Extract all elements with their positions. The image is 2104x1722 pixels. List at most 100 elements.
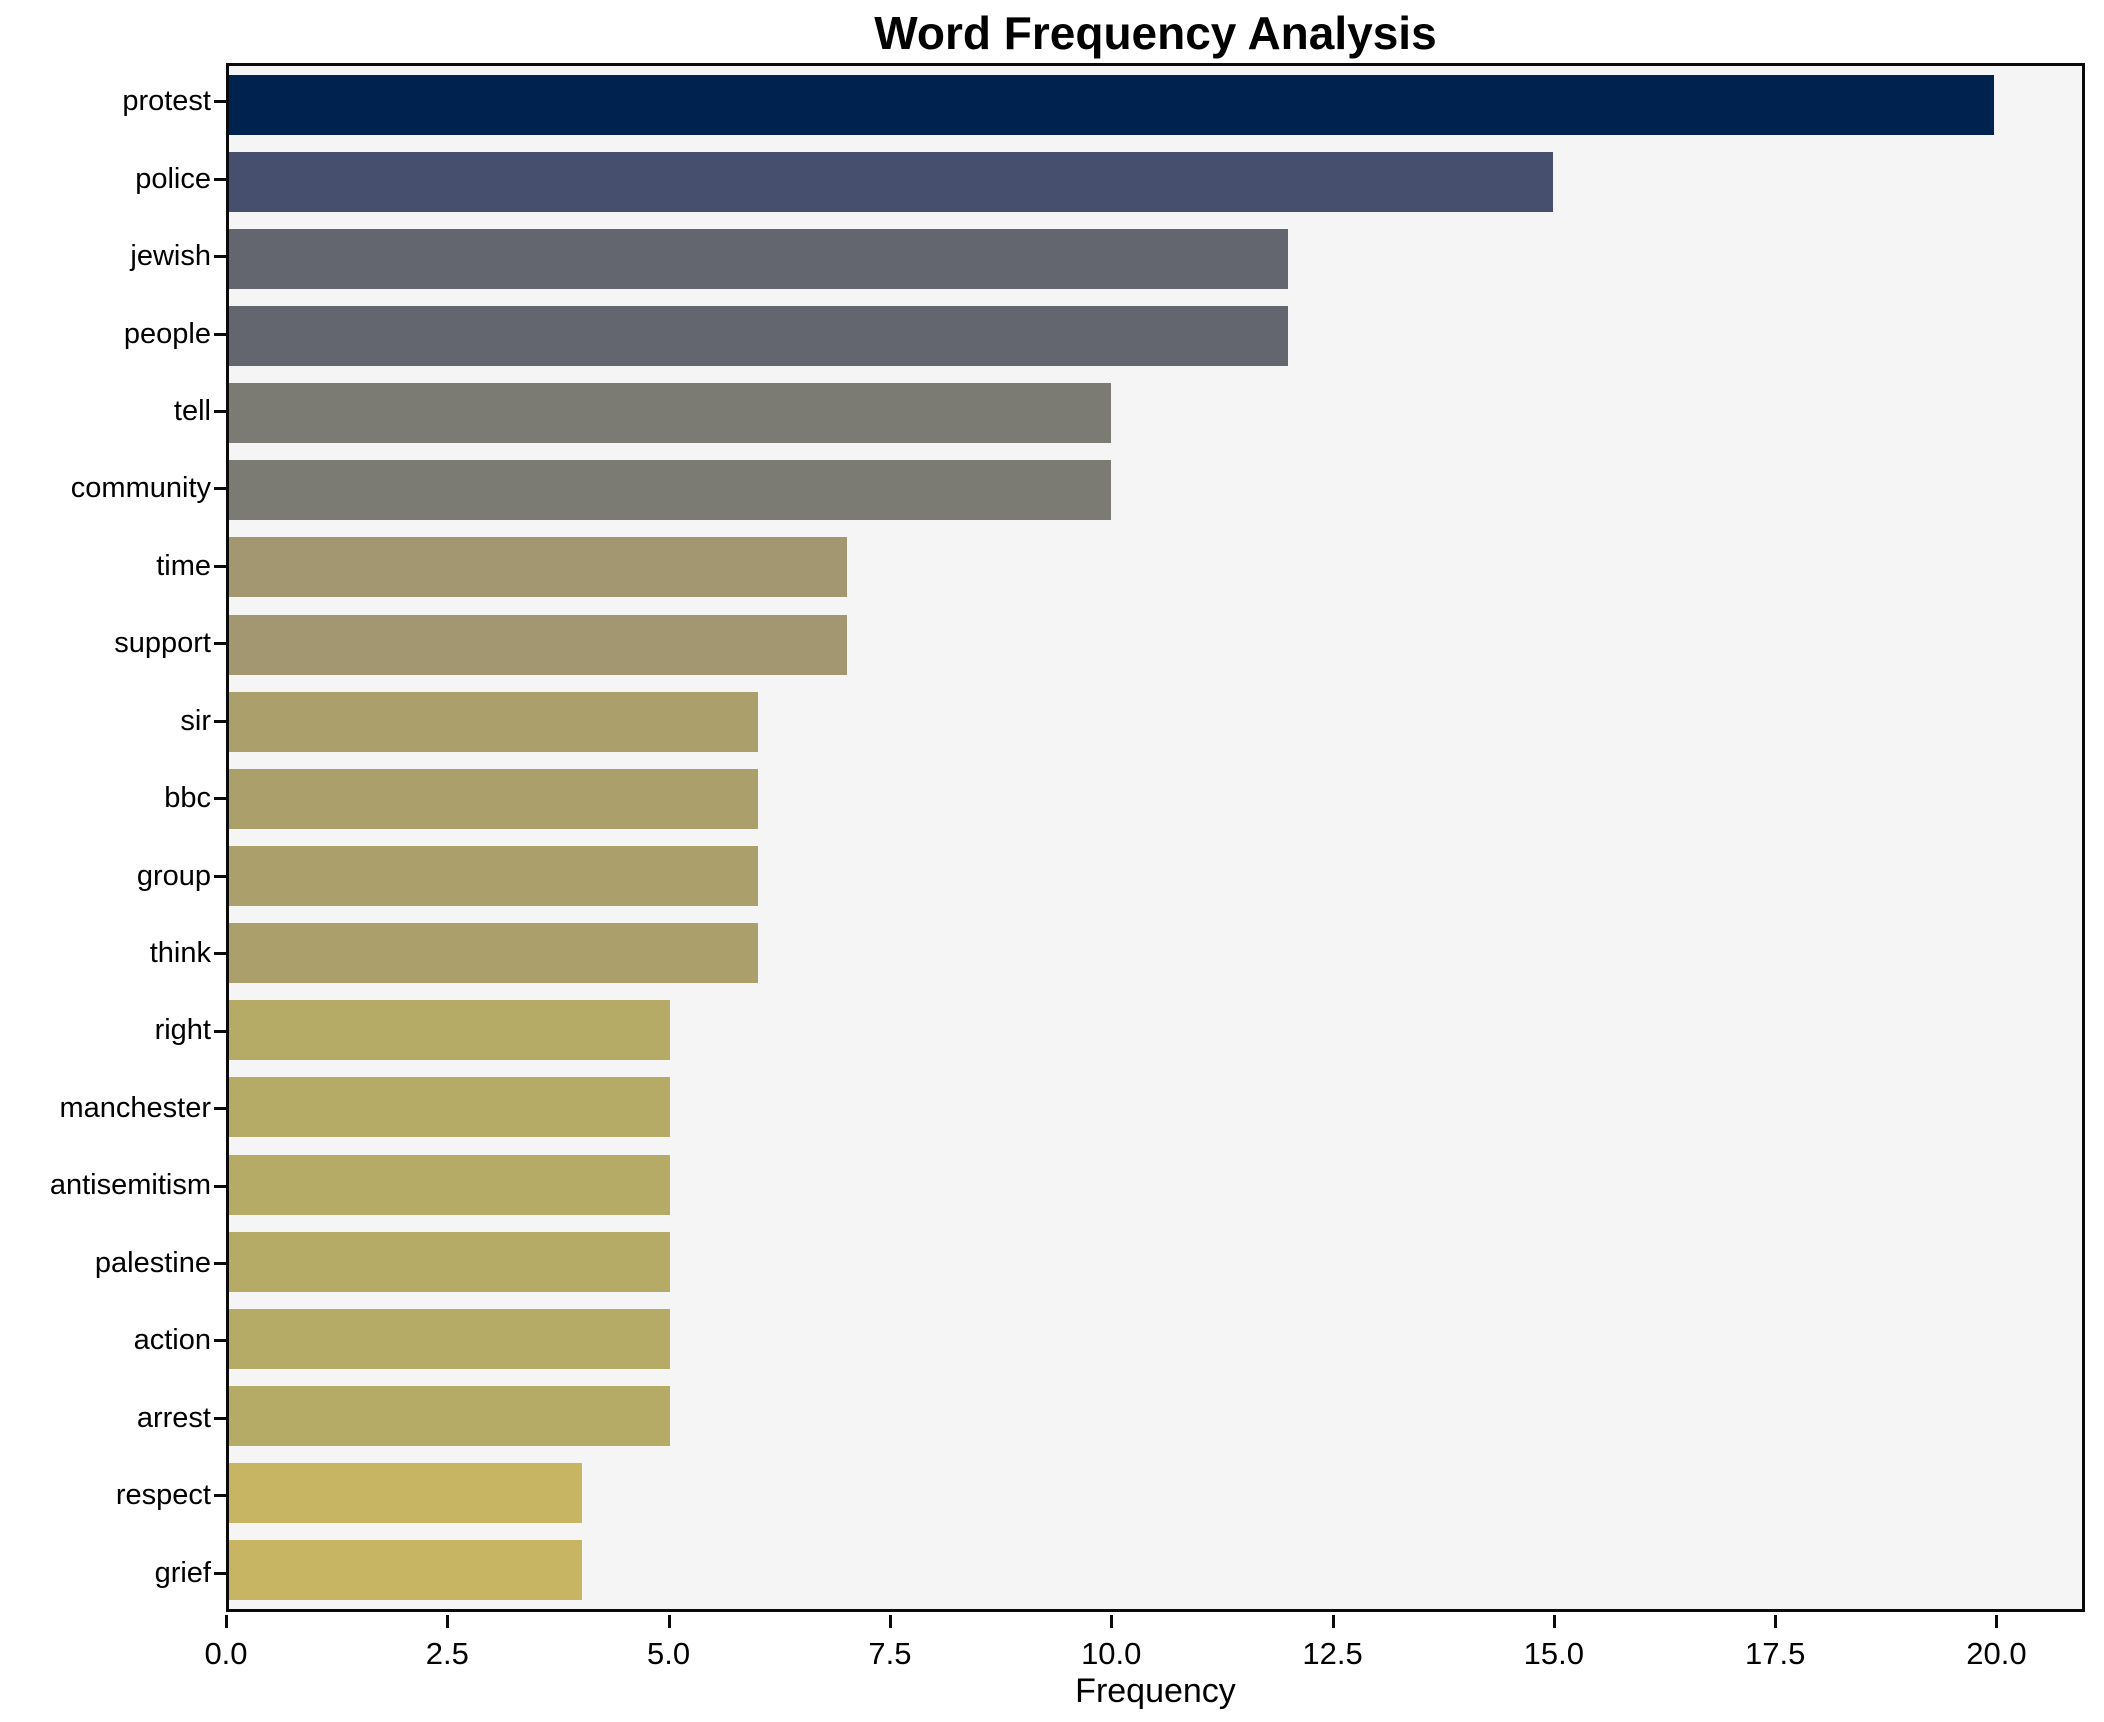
- bar-protest: [229, 74, 1994, 135]
- bar-time: [229, 537, 847, 598]
- bar-grief: [229, 1540, 582, 1601]
- y-tick-mark: [214, 1571, 226, 1575]
- x-tick-label-2.5: 2.5: [425, 1636, 469, 1671]
- bar-police: [229, 151, 1553, 212]
- y-tick-mark: [214, 719, 226, 723]
- bar-palestine: [229, 1231, 671, 1292]
- y-tick-mark: [214, 332, 226, 336]
- y-tick-label-right: right: [154, 1014, 211, 1047]
- y-tick-mark: [214, 1416, 226, 1420]
- y-tick-mark: [214, 1494, 226, 1498]
- x-tick-label-17.5: 17.5: [1744, 1636, 1806, 1671]
- bar-row: [229, 1385, 2082, 1446]
- bar-row: [229, 845, 2082, 906]
- x-axis: 0.0 2.5 5.0 7.5 10.0 12.5 15.0 17.5 20.0: [204, 1612, 2085, 1692]
- bar-bbc: [229, 768, 759, 829]
- x-tick-label-12.5: 12.5: [1302, 1636, 1363, 1671]
- bar-antisemitism: [229, 1154, 671, 1215]
- y-tick-mark: [214, 1107, 226, 1111]
- x-tick-mark: [1331, 1615, 1335, 1628]
- x-tick-mark: [1774, 1615, 1778, 1628]
- y-tick-mark: [214, 410, 226, 414]
- y-tick-mark: [214, 1029, 226, 1033]
- x-tick-label-0.0: 0.0: [204, 1636, 248, 1671]
- bar-row: [229, 383, 2082, 444]
- y-tick-label-respect: respect: [115, 1479, 211, 1512]
- y-tick-label-tell: tell: [173, 394, 211, 427]
- bar-jewish: [229, 228, 1288, 289]
- x-tick-mark: [667, 1615, 671, 1628]
- x-axis-title: Frequency: [1075, 1672, 1236, 1710]
- y-tick-mark: [214, 952, 226, 956]
- bar-row: [229, 614, 2082, 675]
- y-tick-mark: [214, 1184, 226, 1188]
- y-axis-labels: protest police jewish people tell community ti…: [0, 63, 211, 1612]
- bar-row: [229, 1000, 2082, 1061]
- y-tick-label-support: support: [114, 627, 211, 660]
- plot-area: [226, 63, 2085, 1612]
- chart-title: Word Frequency Analysis: [874, 7, 1437, 59]
- bar-people: [229, 305, 1288, 366]
- bar-support: [229, 614, 847, 675]
- bar-row: [229, 151, 2082, 212]
- x-tick-mark: [1552, 1615, 1556, 1628]
- y-tick-label-protest: protest: [122, 85, 211, 118]
- bars-container: [229, 66, 2082, 1609]
- bar-community: [229, 460, 1112, 521]
- bar-row: [229, 1077, 2082, 1138]
- bar-think: [229, 923, 759, 984]
- y-tick-mark: [214, 874, 226, 878]
- y-tick-label-time: time: [156, 549, 211, 582]
- bar-row: [229, 537, 2082, 598]
- bar-row: [229, 1540, 2082, 1601]
- x-tick-label-10.0: 10.0: [1081, 1636, 1142, 1671]
- bar-row: [229, 460, 2082, 521]
- bar-tell: [229, 383, 1112, 444]
- y-tick-mark: [214, 564, 226, 568]
- bar-row: [229, 923, 2082, 984]
- x-tick-label-20.0: 20.0: [1966, 1636, 2027, 1671]
- y-tick-label-palestine: palestine: [94, 1246, 211, 1279]
- x-tick-label-15.0: 15.0: [1523, 1636, 1585, 1671]
- y-tick-label-bbc: bbc: [164, 782, 211, 815]
- bar-row: [229, 768, 2082, 829]
- y-tick-label-community: community: [70, 472, 211, 505]
- bar-row: [229, 1231, 2082, 1292]
- bar-action: [229, 1308, 671, 1369]
- y-tick-label-grief: grief: [154, 1556, 211, 1589]
- bar-sir: [229, 691, 759, 752]
- y-tick-mark: [214, 255, 226, 259]
- y-tick-label-antisemitism: antisemitism: [49, 1169, 211, 1202]
- y-tick-label-people: people: [123, 317, 211, 350]
- y-tick-mark: [214, 177, 226, 181]
- bar-manchester: [229, 1077, 671, 1138]
- y-tick-label-action: action: [133, 1324, 211, 1357]
- y-tick-label-think: think: [149, 937, 211, 970]
- y-tick-label-police: police: [135, 162, 211, 195]
- y-tick-mark: [214, 642, 226, 646]
- bar-row: [229, 691, 2082, 752]
- x-tick-label-7.5: 7.5: [868, 1636, 912, 1671]
- y-tick-mark: [214, 1339, 226, 1343]
- bar-row: [229, 1308, 2082, 1369]
- bar-row: [229, 228, 2082, 289]
- bar-row: [229, 305, 2082, 366]
- bar-row: [229, 1154, 2082, 1215]
- y-tick-label-manchester: manchester: [59, 1091, 211, 1124]
- y-tick-label-group: group: [136, 859, 211, 892]
- bar-group: [229, 845, 759, 906]
- bar-right: [229, 1000, 671, 1061]
- y-tick-mark: [214, 1261, 226, 1265]
- bar-row: [229, 74, 2082, 135]
- x-tick-mark: [225, 1615, 228, 1628]
- y-tick-label-jewish: jewish: [130, 240, 211, 273]
- x-tick-mark: [1995, 1615, 1999, 1628]
- y-tick-mark: [214, 797, 226, 801]
- y-tick-label-arrest: arrest: [136, 1401, 211, 1434]
- bar-row: [229, 1463, 2082, 1524]
- bar-arrest: [229, 1385, 671, 1446]
- y-tick-label-sir: sir: [180, 704, 211, 737]
- y-tick-mark: [214, 487, 226, 491]
- x-tick-label-5.0: 5.0: [647, 1636, 691, 1671]
